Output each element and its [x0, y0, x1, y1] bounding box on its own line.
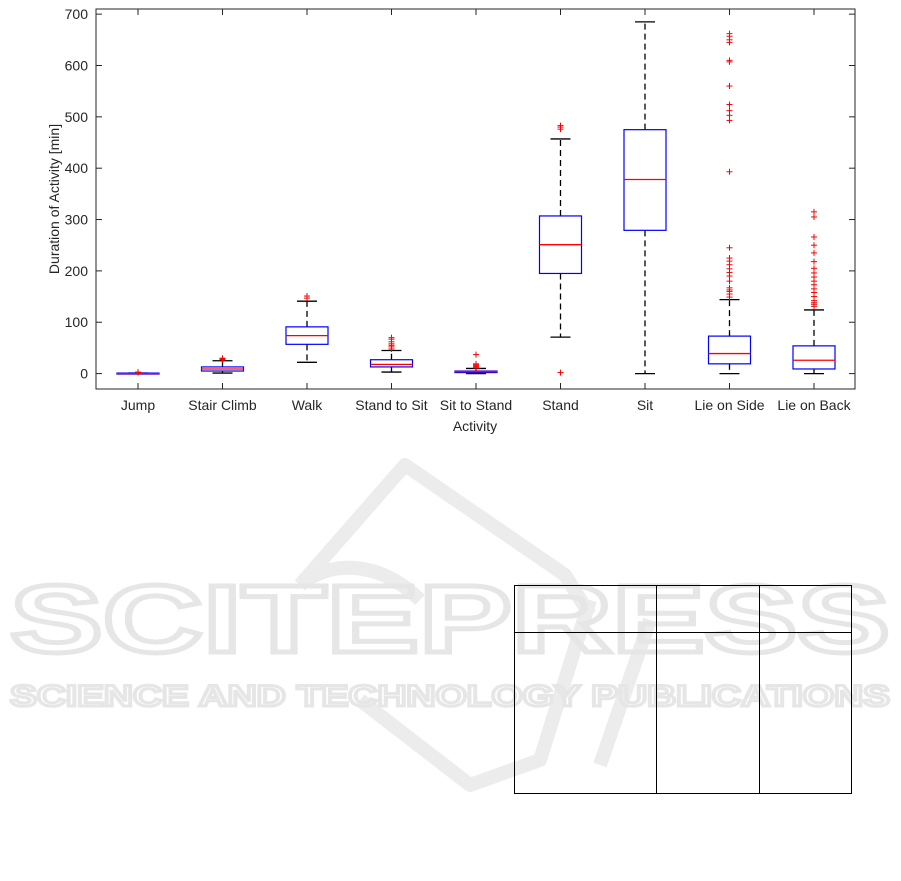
y-tick-label: 500: [65, 109, 89, 125]
iqr-box: [369, 359, 414, 368]
y-tick-label: 100: [65, 314, 89, 330]
y-tick-label: 700: [65, 6, 89, 22]
box-sit-to-stand: [454, 351, 498, 375]
y-tick-label: 200: [65, 263, 89, 279]
y-tick-label: 300: [65, 212, 89, 228]
outlier-marker: [811, 213, 817, 220]
outlier-marker: [811, 242, 817, 249]
outlier-marker: [726, 101, 733, 108]
box-walk: [285, 293, 329, 363]
outlier-marker: [811, 249, 817, 256]
box-stand: [538, 122, 583, 376]
x-tick-label: Stand: [542, 397, 579, 413]
outlier-marker: [726, 284, 733, 291]
y-axis: 0 100 200 300 400 500 600 700: [65, 6, 855, 382]
outlier-marker: [726, 30, 733, 37]
outlier-marker: [135, 369, 141, 376]
x-tick-label: Sit to Stand: [440, 397, 512, 413]
y-tick-label: 600: [65, 57, 89, 73]
x-axis: Jump Stair Climb Walk Stand to Sit Sit to St…: [121, 9, 852, 413]
iqr-box: [792, 345, 836, 370]
outlier-marker: [726, 107, 733, 114]
outlier-marker: [811, 208, 817, 215]
outlier-marker: [557, 122, 564, 129]
outlier-marker: [726, 278, 733, 285]
outlier-marker: [811, 234, 817, 240]
outlier-marker: [726, 244, 733, 251]
outlier-marker: [473, 351, 479, 358]
box-lie-on-back: [792, 208, 836, 375]
outlier-marker: [304, 293, 310, 300]
outlier-marker: [388, 334, 395, 341]
box-plot-chart: 0 100 200 300 400 500 600 700 Jump Stair Climb Wa…: [46, 6, 856, 434]
outlier-marker: [726, 57, 733, 64]
outlier-marker: [726, 83, 733, 90]
box-stair-climb: [200, 355, 245, 374]
box-lie-on-side: [707, 30, 752, 375]
x-axis-label: Activity: [453, 418, 497, 434]
outlier-marker: [219, 355, 226, 362]
box-jump: [116, 369, 160, 376]
x-tick-label: Stand to Sit: [355, 397, 427, 413]
outlier-marker: [726, 168, 733, 175]
empty-table: [514, 585, 852, 794]
outlier-marker: [726, 117, 733, 124]
outlier-marker: [473, 360, 479, 367]
x-tick-label: Lie on Back: [777, 397, 851, 413]
plot-area-frame: [95, 8, 856, 390]
outlier-marker: [726, 255, 733, 262]
box-stand-to-sit: [369, 334, 414, 373]
outlier-marker: [811, 258, 817, 265]
box-sit: [623, 21, 667, 375]
x-tick-label: Walk: [292, 397, 324, 413]
y-axis-label: Duration of Activity [min]: [46, 124, 62, 274]
x-tick-label: Sit: [637, 397, 653, 413]
y-tick-label: 400: [65, 160, 89, 176]
outlier-marker: [811, 265, 817, 272]
x-tick-label: Lie on Side: [694, 397, 764, 413]
outlier-marker: [557, 369, 564, 376]
x-tick-label: Jump: [121, 397, 155, 413]
y-tick-label: 0: [80, 366, 88, 382]
iqr-box: [707, 335, 752, 365]
x-tick-label: Stair Climb: [188, 397, 257, 413]
box-series: [116, 21, 836, 376]
